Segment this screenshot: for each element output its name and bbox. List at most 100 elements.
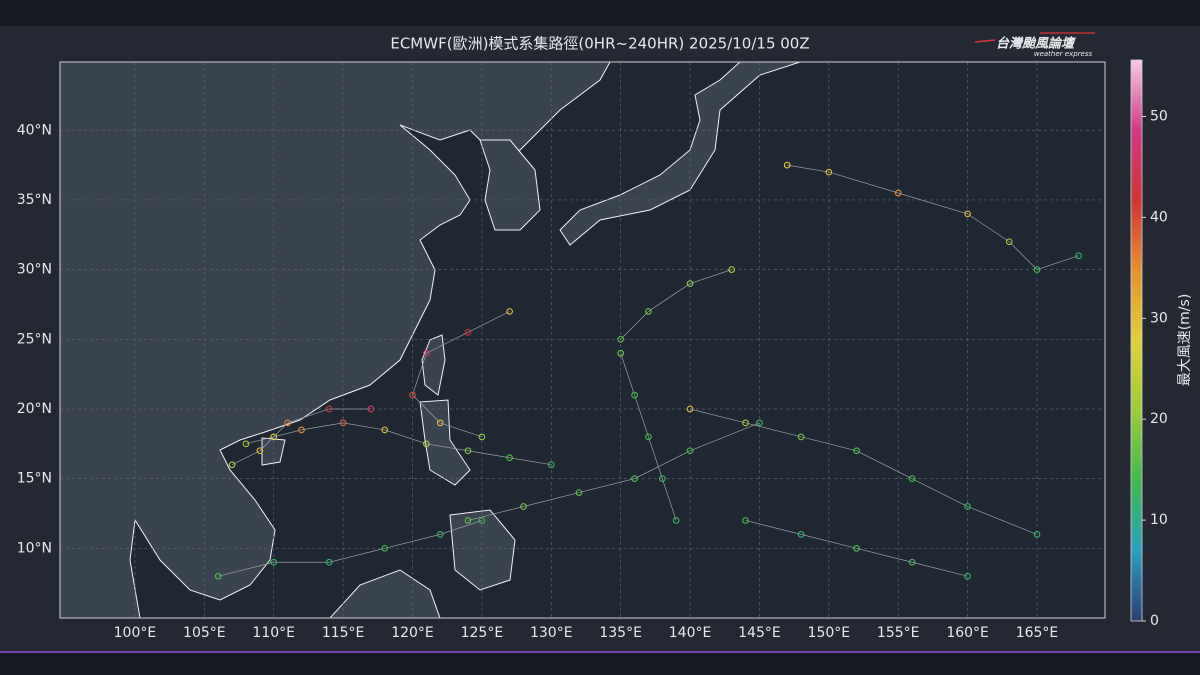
x-tick-label: 105°E xyxy=(183,625,226,641)
logo-name: 台灣颱風論壇 xyxy=(996,36,1077,52)
track-line xyxy=(689,408,1038,535)
x-tick-label: 165°E xyxy=(1016,625,1059,641)
track-point xyxy=(1005,238,1013,246)
track-point xyxy=(381,544,389,552)
track-point xyxy=(756,419,763,427)
track-point xyxy=(1033,531,1041,538)
track-point xyxy=(464,517,472,524)
track-point xyxy=(325,405,333,413)
colorbar-tick-label: 50 xyxy=(1150,109,1168,125)
track-point xyxy=(298,426,305,434)
track-point xyxy=(645,433,652,441)
x-tick-label: 110°E xyxy=(252,625,295,641)
x-tick-label: 135°E xyxy=(599,625,642,641)
x-tick-label: 145°E xyxy=(738,625,781,641)
bottom-bar xyxy=(0,652,1200,675)
x-tick-label: 160°E xyxy=(946,625,989,641)
track-point xyxy=(1033,266,1041,273)
colorbar-label: 最大風速(m/s) xyxy=(1177,294,1193,387)
track-point xyxy=(575,489,583,496)
logo-line xyxy=(974,39,996,43)
track-point xyxy=(547,461,555,469)
luzon xyxy=(419,399,471,486)
colorbar-tick-label: 40 xyxy=(1150,209,1168,225)
mindanao xyxy=(449,509,516,591)
y-tick-label: 15°N xyxy=(17,471,52,487)
track-point xyxy=(423,349,430,357)
track-line xyxy=(231,408,371,466)
track-point xyxy=(797,531,805,538)
x-tick-label: 140°E xyxy=(669,625,712,641)
track-point xyxy=(658,475,666,483)
grid xyxy=(60,62,1105,618)
track-point xyxy=(617,349,625,357)
hainan xyxy=(261,437,286,466)
track-point xyxy=(631,391,638,399)
track-line xyxy=(412,311,510,438)
track-point xyxy=(742,419,749,427)
track-point xyxy=(423,440,430,448)
track-point xyxy=(270,558,278,566)
x-tick-label: 100°E xyxy=(114,625,157,641)
track-line xyxy=(620,269,732,340)
track-point xyxy=(742,517,749,524)
y-tick-label: 20°N xyxy=(17,401,52,417)
track-point xyxy=(686,405,694,413)
track-point xyxy=(256,447,264,455)
map-frame xyxy=(59,61,1106,619)
taiwan xyxy=(421,334,446,396)
track-point xyxy=(409,391,416,399)
track-point xyxy=(436,419,444,427)
track-point xyxy=(853,447,860,455)
track-point xyxy=(506,454,513,462)
track-point xyxy=(908,558,916,566)
track-point xyxy=(506,308,513,315)
logo-tagline: weather express xyxy=(1034,50,1093,58)
y-tick-label: 25°N xyxy=(17,331,52,347)
track-point xyxy=(964,210,971,218)
track-point xyxy=(381,426,389,434)
x-tick-label: 120°E xyxy=(391,625,434,641)
track-point xyxy=(1075,252,1082,260)
top-bar xyxy=(0,0,1200,26)
title: ECMWF(歐洲)模式系集路徑(0HR~240HR) 2025/10/15 00… xyxy=(390,35,809,53)
x-tick-label: 115°E xyxy=(322,625,365,641)
track-point xyxy=(478,517,486,524)
tracks xyxy=(214,161,1082,580)
track-point xyxy=(339,419,347,427)
track-point xyxy=(686,280,694,287)
track-point xyxy=(367,405,375,413)
colorbar-tick-label: 30 xyxy=(1150,310,1168,326)
borneo xyxy=(329,569,441,618)
track-point xyxy=(686,447,694,455)
y-tick-label: 40°N xyxy=(17,122,52,138)
track-point xyxy=(242,440,250,448)
track-line xyxy=(787,164,1079,271)
asia-mainland xyxy=(60,62,611,618)
track-point xyxy=(520,503,527,510)
colorbar-tick-label: 10 xyxy=(1150,512,1168,528)
track-point xyxy=(617,335,625,343)
track-line xyxy=(245,422,552,466)
track-point xyxy=(464,447,472,455)
track-point xyxy=(853,544,860,552)
track-point xyxy=(964,572,971,580)
colorbar xyxy=(1130,59,1143,622)
y-tick-label: 35°N xyxy=(17,192,52,208)
track-point xyxy=(284,419,291,427)
track-point xyxy=(478,433,486,441)
track-point xyxy=(908,475,916,483)
track-point xyxy=(436,531,444,538)
land xyxy=(60,62,801,618)
track-point xyxy=(894,189,902,197)
track-point xyxy=(228,461,236,469)
track-point xyxy=(728,266,736,273)
x-tick-label: 130°E xyxy=(530,625,573,641)
track-point xyxy=(325,558,333,566)
x-tick-label: 155°E xyxy=(877,625,920,641)
colorbar-tick-label: 0 xyxy=(1150,613,1159,629)
track-point xyxy=(672,517,680,524)
track-line xyxy=(218,520,482,577)
track-point xyxy=(464,328,472,336)
track-line xyxy=(467,422,760,521)
